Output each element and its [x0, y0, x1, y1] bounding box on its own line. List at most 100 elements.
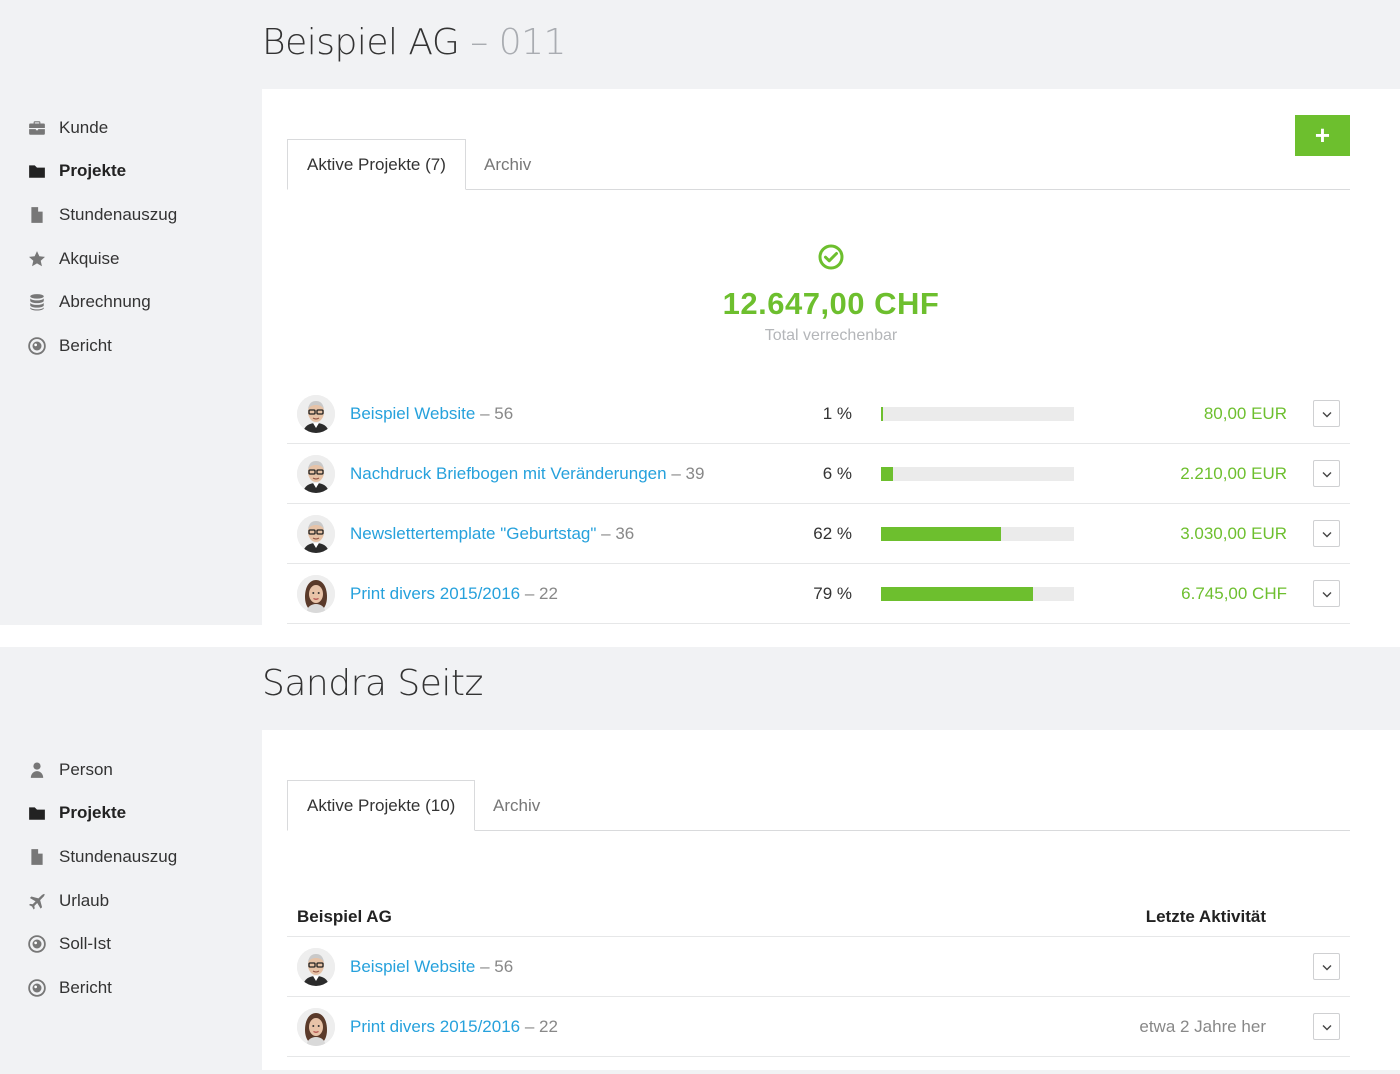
progress-bar-fill — [881, 526, 1001, 541]
progress-bar — [881, 406, 1074, 421]
add-project-button[interactable]: + — [1295, 115, 1350, 156]
total-amount: 12.647,00 CHF — [722, 286, 940, 321]
tab-archive[interactable]: Archiv — [484, 139, 531, 190]
progress-percent: 1 % — [822, 403, 852, 423]
sidebar: Kunde Projekte Stundenauszug Akquise Abr… — [28, 106, 177, 368]
projects-card: Aktive Projekte (7) Archiv + 12.647,00 C… — [262, 89, 1400, 625]
client-name: Beispiel AG — [262, 22, 460, 63]
row-menu-button[interactable] — [1313, 460, 1340, 487]
chevron-down-icon — [1322, 1018, 1332, 1036]
sidebar-item-abrechnung[interactable]: Abrechnung — [28, 280, 177, 324]
total-label: Total verrechenbar — [764, 327, 898, 344]
sidebar-item-label: Stundenauszug — [59, 846, 178, 866]
eye-icon — [28, 978, 46, 997]
project-link[interactable]: Nachdruck Briefbogen mit Veränderungen –… — [350, 464, 704, 484]
project-name: Newslettertemplate "Geburtstag" — [350, 523, 597, 543]
last-activity-heading: Letzte Aktivität — [1145, 907, 1266, 926]
project-link[interactable]: Beispiel Website – 56 — [350, 957, 513, 977]
chevron-down-icon — [1322, 585, 1332, 603]
row-menu-button[interactable] — [1313, 953, 1340, 980]
project-name: Nachdruck Briefbogen mit Veränderungen — [350, 463, 667, 483]
avatar — [297, 455, 335, 493]
project-number: – 56 — [480, 403, 514, 423]
project-link[interactable]: Newslettertemplate "Geburtstag" – 36 — [350, 524, 634, 544]
tab-active-projects[interactable]: Aktive Projekte (7) — [287, 139, 466, 190]
sidebar-item-stundenauszug[interactable]: Stundenauszug — [28, 835, 177, 879]
sidebar-item-kunde[interactable]: Kunde — [28, 106, 177, 150]
project-name: Print divers 2015/2016 — [350, 1016, 521, 1036]
avatar — [297, 395, 335, 433]
progress-bar — [881, 526, 1074, 541]
eye-icon — [28, 935, 46, 953]
tab-archive[interactable]: Archiv — [493, 780, 540, 831]
plus-icon: + — [1314, 120, 1331, 150]
chevron-down-icon — [1322, 958, 1332, 976]
progress-bar — [881, 466, 1074, 481]
sidebar-item-soll-ist[interactable]: Soll-Ist — [28, 922, 177, 966]
sidebar-item-projekte[interactable]: Projekte — [28, 792, 177, 836]
avatar — [297, 1008, 335, 1046]
progress-bar-fill — [881, 586, 1033, 601]
tab-label: Archiv — [493, 795, 541, 815]
page-title: Sandra Seitz — [262, 663, 483, 704]
project-number: – 22 — [524, 583, 558, 603]
sidebar-item-stundenauszug[interactable]: Stundenauszug — [28, 193, 177, 237]
chevron-down-icon — [1322, 465, 1332, 483]
sidebar-item-person[interactable]: Person — [28, 748, 177, 792]
avatar — [297, 948, 335, 986]
client-number: 011 — [498, 22, 567, 63]
project-amount: 3.030,00 EUR — [1180, 523, 1287, 543]
row-menu-button[interactable] — [1313, 580, 1340, 607]
project-row: Beispiel Website – 56 1 % 80,00 EUR — [287, 384, 1350, 444]
user-icon — [28, 761, 46, 779]
sidebar-item-label: Stundenauszug — [59, 204, 178, 224]
project-name: Beispiel Website — [350, 403, 476, 423]
project-amount: 6.745,00 CHF — [1181, 583, 1287, 603]
tab-bar: Aktive Projekte (7) Archiv — [287, 139, 1350, 190]
project-row: Beispiel Website – 56 — [287, 937, 1350, 997]
sidebar-item-projekte[interactable]: Projekte — [28, 150, 177, 194]
list-header: Beispiel AG Letzte Aktivität — [287, 899, 1350, 937]
project-number: – 36 — [601, 523, 635, 543]
sidebar-item-urlaub[interactable]: Urlaub — [28, 879, 177, 923]
project-row: Newslettertemplate "Geburtstag" – 36 62 %… — [287, 504, 1350, 564]
check-circle-icon — [818, 244, 844, 270]
client-group-heading: Beispiel AG — [297, 907, 392, 926]
row-menu-button[interactable] — [1313, 1013, 1340, 1040]
sidebar-item-label: Abrechnung — [59, 292, 151, 312]
progress-bar-fill — [881, 466, 893, 481]
sidebar-item-label: Bericht — [59, 335, 112, 355]
progress-percent: 6 % — [822, 463, 852, 483]
row-menu-button[interactable] — [1313, 400, 1340, 427]
eye-icon — [28, 336, 46, 355]
row-menu-button[interactable] — [1313, 520, 1340, 547]
project-name: Print divers 2015/2016 — [350, 583, 521, 603]
project-name: Beispiel Website — [350, 956, 476, 976]
page-title: Beispiel AG – 011 — [262, 22, 566, 63]
progress-percent: 79 % — [813, 583, 852, 603]
avatar — [297, 575, 335, 613]
client-projects-panel: Beispiel AG – 011 Kunde Projekte Stunden… — [0, 0, 1400, 625]
sidebar-item-label: Projekte — [59, 161, 127, 181]
chevron-down-icon — [1322, 525, 1332, 543]
progress-percent: 62 % — [813, 523, 852, 543]
sidebar-item-label: Projekte — [59, 803, 127, 823]
tab-label: Aktive Projekte (7) — [307, 154, 446, 174]
progress-bar-fill — [881, 406, 883, 421]
tab-active-projects[interactable]: Aktive Projekte (10) — [287, 780, 476, 831]
sidebar-item-bericht[interactable]: Bericht — [28, 324, 177, 368]
plane-icon — [28, 892, 46, 910]
project-number: – 22 — [524, 1016, 558, 1036]
file-icon — [28, 206, 46, 224]
project-link[interactable]: Beispiel Website – 56 — [350, 404, 513, 424]
title-separator: – 011 — [470, 22, 566, 63]
billing-summary: 12.647,00 CHF Total verrechenbar — [262, 244, 1400, 345]
folder-icon — [28, 804, 46, 822]
briefcase-icon — [28, 119, 46, 137]
sidebar-item-bericht[interactable]: Bericht — [28, 966, 177, 1010]
project-link[interactable]: Print divers 2015/2016 – 22 — [350, 1017, 558, 1037]
project-link[interactable]: Print divers 2015/2016 – 22 — [350, 584, 558, 604]
sidebar-item-akquise[interactable]: Akquise — [28, 237, 177, 281]
project-amount: 80,00 EUR — [1203, 403, 1287, 423]
project-row: Print divers 2015/2016 – 22 79 % 6.745,00 … — [287, 564, 1350, 624]
